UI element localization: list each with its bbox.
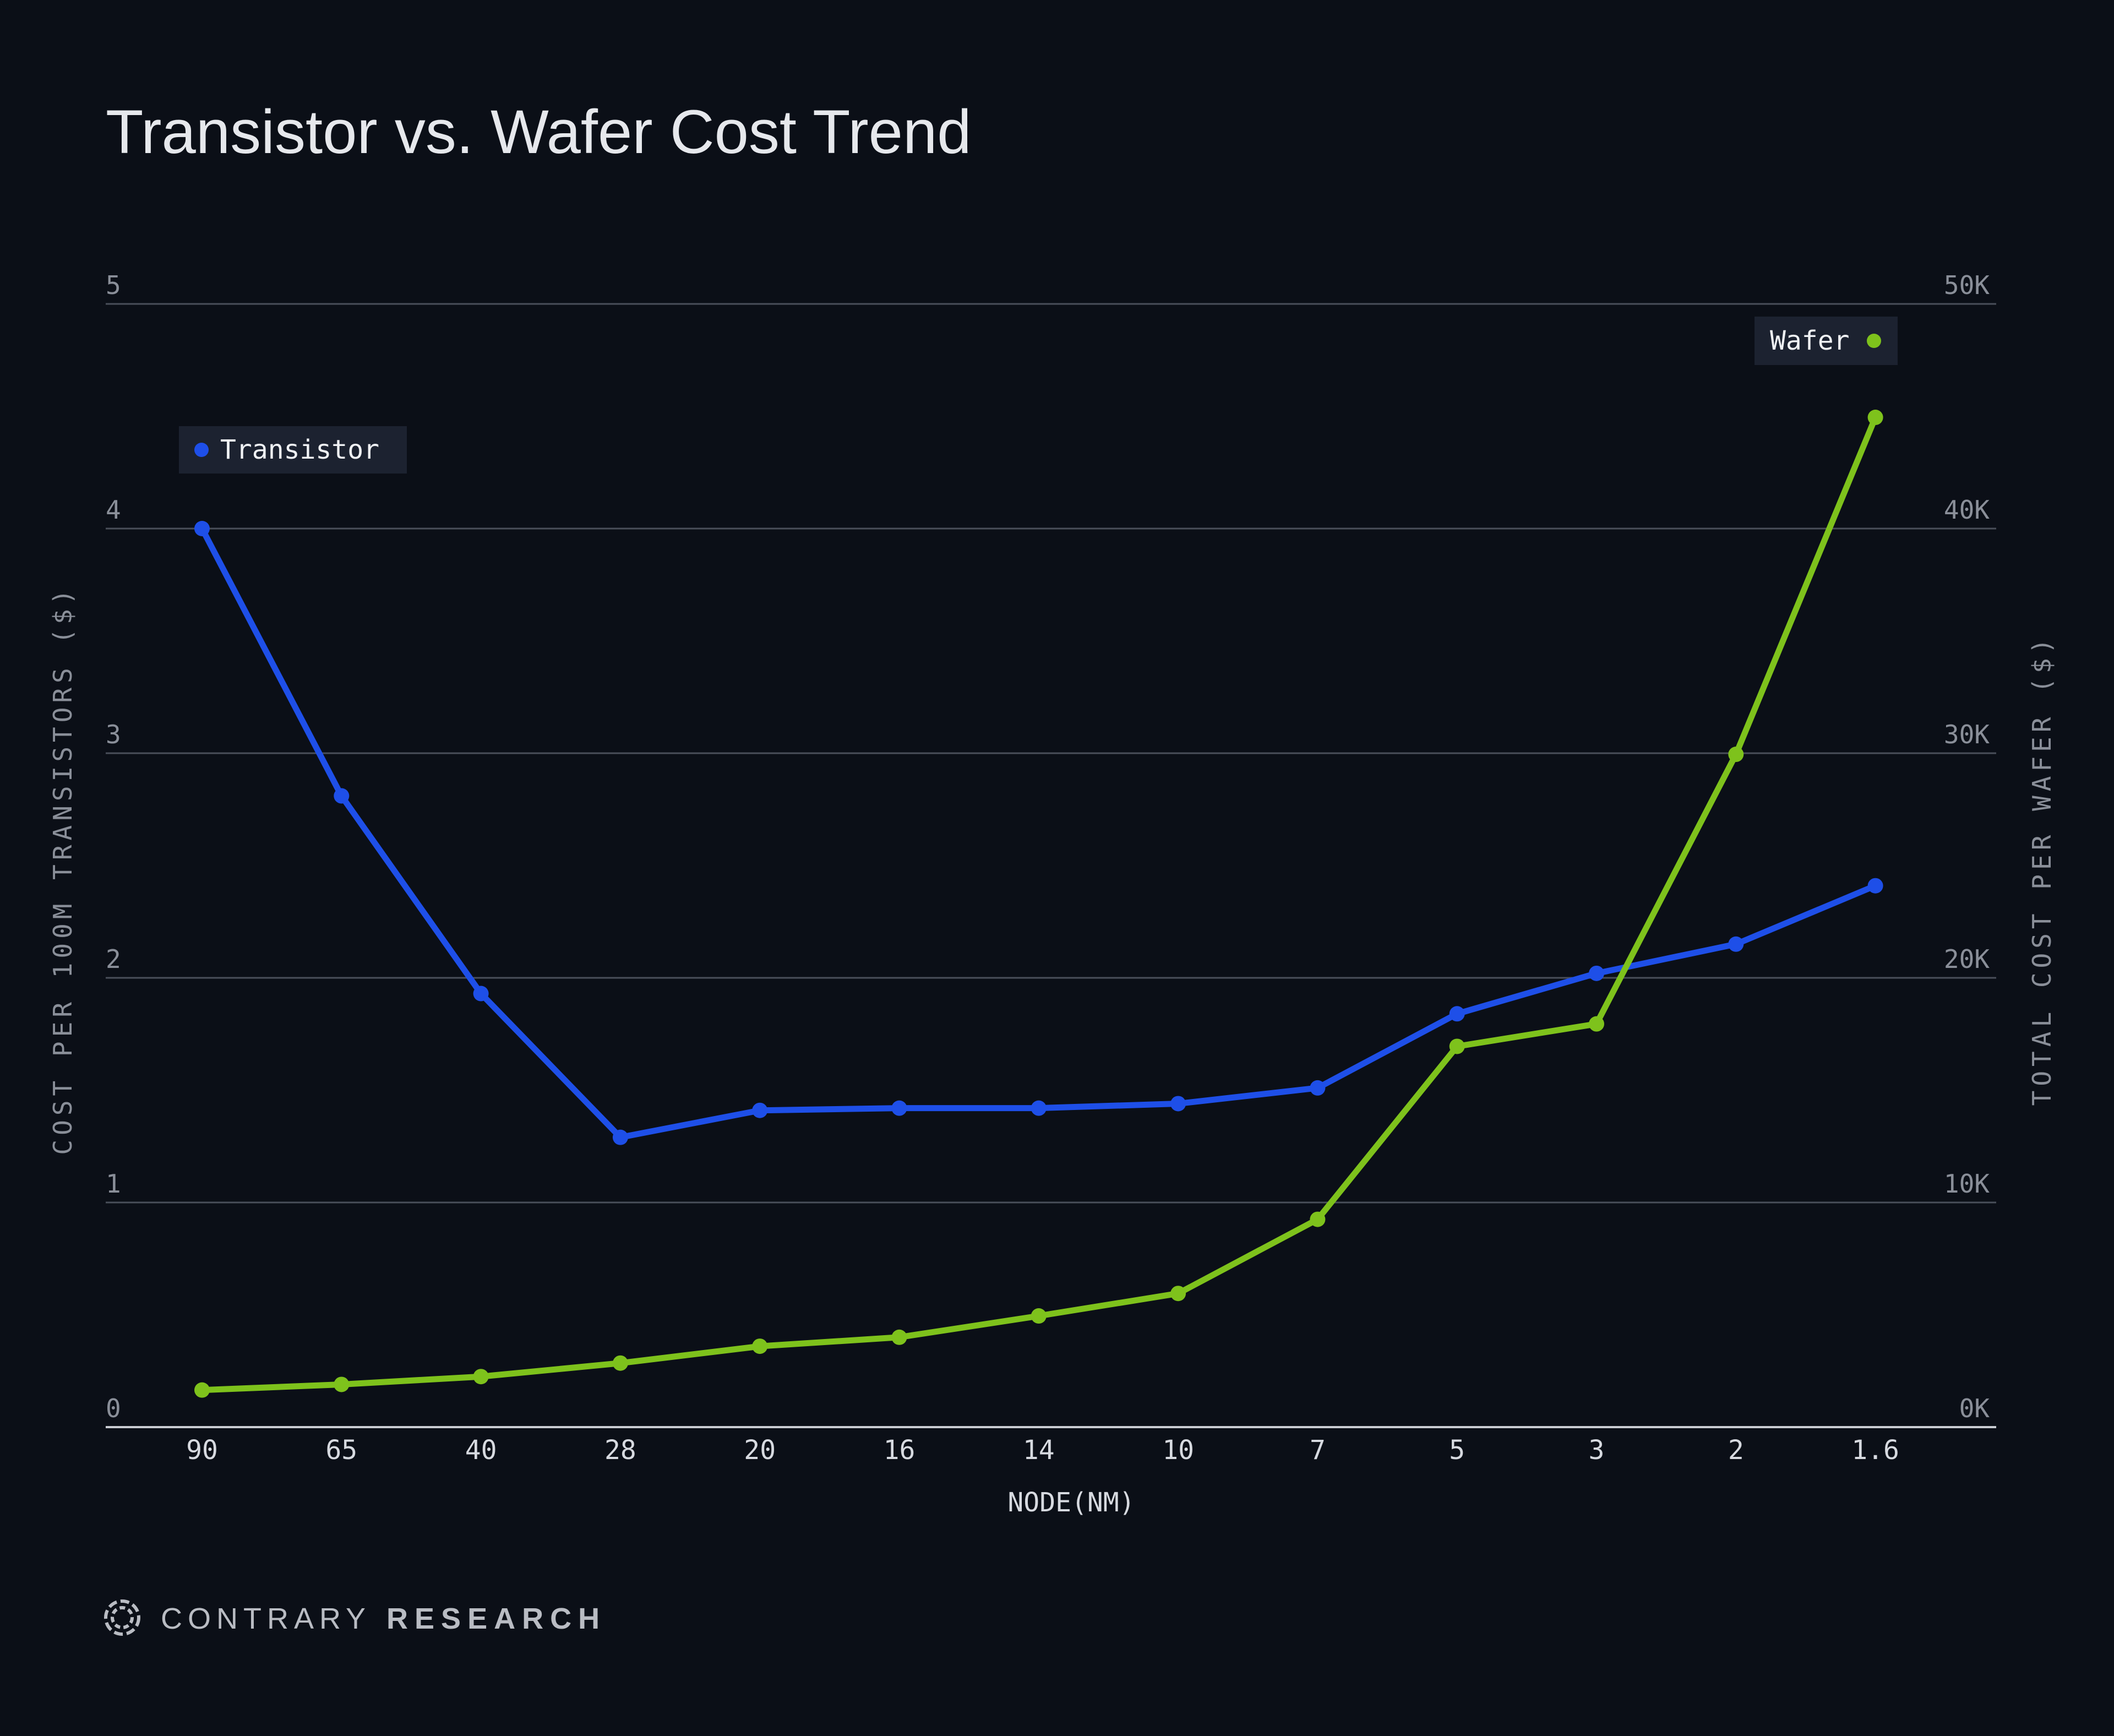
x-axis-ticks: 90 65 40 28 20 16 14 10 7 5 3 2 1.6: [186, 1435, 1899, 1466]
transistor-point: [334, 788, 350, 804]
legend-wafer-label: Wafer: [1770, 325, 1850, 356]
wafer-point: [612, 1355, 628, 1371]
x-tick-label: 3: [1589, 1435, 1605, 1466]
x-tick-label: 20: [744, 1435, 776, 1466]
left-tick-label: 1: [106, 1169, 121, 1199]
brand-logo: CONTRARY RESEARCH: [104, 1599, 606, 1636]
x-tick-label: 10: [1162, 1435, 1194, 1466]
x-tick-label: 1.6: [1851, 1435, 1899, 1466]
x-tick-label: 40: [465, 1435, 497, 1466]
legend-transistor-marker: [194, 443, 209, 457]
series-layer: [194, 410, 1883, 1398]
wafer-point: [1031, 1308, 1047, 1324]
right-tick-label: 10K: [1944, 1169, 1990, 1199]
grid: [106, 303, 1996, 1428]
x-tick-label: 2: [1728, 1435, 1744, 1466]
transistor-point: [612, 1129, 628, 1145]
right-tick-label: 30K: [1944, 720, 1990, 749]
contrary-logo-icon: [104, 1599, 140, 1636]
left-tick-label: 0: [106, 1394, 121, 1423]
wafer-point: [1867, 410, 1883, 426]
x-tick-label: 28: [604, 1435, 636, 1466]
x-tick-label: 14: [1023, 1435, 1055, 1466]
right-tick-label: 20K: [1944, 944, 1990, 974]
left-tick-label: 5: [106, 270, 121, 300]
wafer-point: [473, 1369, 489, 1385]
transistor-point: [1867, 878, 1883, 894]
wafer-point: [194, 1382, 210, 1398]
left-axis-ticks: 0 1 2 3 4 5: [106, 270, 121, 1423]
wafer-point: [334, 1376, 350, 1392]
brand-name-bold: RESEARCH: [386, 1602, 606, 1635]
transistor-point: [891, 1100, 907, 1116]
right-axis-ticks: 0K 10K 20K 30K 40K 50K: [1944, 270, 1990, 1423]
brand-name-light: CONTRARY: [161, 1602, 371, 1635]
x-tick-label: 7: [1310, 1435, 1326, 1466]
x-tick-label: 16: [884, 1435, 916, 1466]
wafer-point: [1310, 1211, 1326, 1227]
wafer-point: [1449, 1038, 1465, 1054]
left-tick-label: 2: [106, 944, 121, 974]
x-axis-label: NODE(NM): [1007, 1487, 1135, 1518]
x-tick-label: 90: [186, 1435, 218, 1466]
legend-transistor-box: [179, 426, 407, 474]
transistor-point: [1031, 1100, 1047, 1116]
transistor-point: [752, 1102, 768, 1118]
transistor-point: [1170, 1096, 1186, 1112]
transistor-point: [473, 986, 489, 1002]
left-tick-label: 4: [106, 495, 121, 525]
left-axis-label: COST PER 100M TRANSISTORS ($): [48, 585, 78, 1155]
left-tick-label: 3: [106, 720, 121, 749]
right-axis-label: TOTAL COST PER WAFER ($): [2027, 634, 2057, 1106]
wafer-point: [891, 1329, 907, 1345]
x-tick-label: 5: [1449, 1435, 1465, 1466]
legend-transistor: Transistor: [179, 426, 407, 474]
transistor-point: [194, 521, 210, 536]
right-tick-label: 0K: [1959, 1394, 1990, 1423]
right-tick-label: 40K: [1944, 495, 1990, 525]
transistor-point: [1728, 936, 1744, 952]
legend-transistor-label: Transistor: [220, 434, 379, 465]
transistor-point: [1589, 965, 1604, 981]
wafer-point: [752, 1338, 768, 1354]
legend-wafer: Wafer: [1755, 317, 1898, 365]
brand-name: CONTRARY RESEARCH: [161, 1602, 606, 1635]
wafer-point: [1728, 747, 1744, 763]
transistor-point: [1449, 1006, 1465, 1022]
right-tick-label: 50K: [1944, 270, 1990, 300]
wafer-point: [1170, 1286, 1186, 1302]
legend-wafer-marker: [1867, 334, 1881, 348]
wafer-point: [1589, 1016, 1604, 1032]
transistor-point: [1310, 1080, 1326, 1096]
x-tick-label: 65: [325, 1435, 357, 1466]
chart-title: Transistor vs. Wafer Cost Trend: [106, 97, 972, 166]
